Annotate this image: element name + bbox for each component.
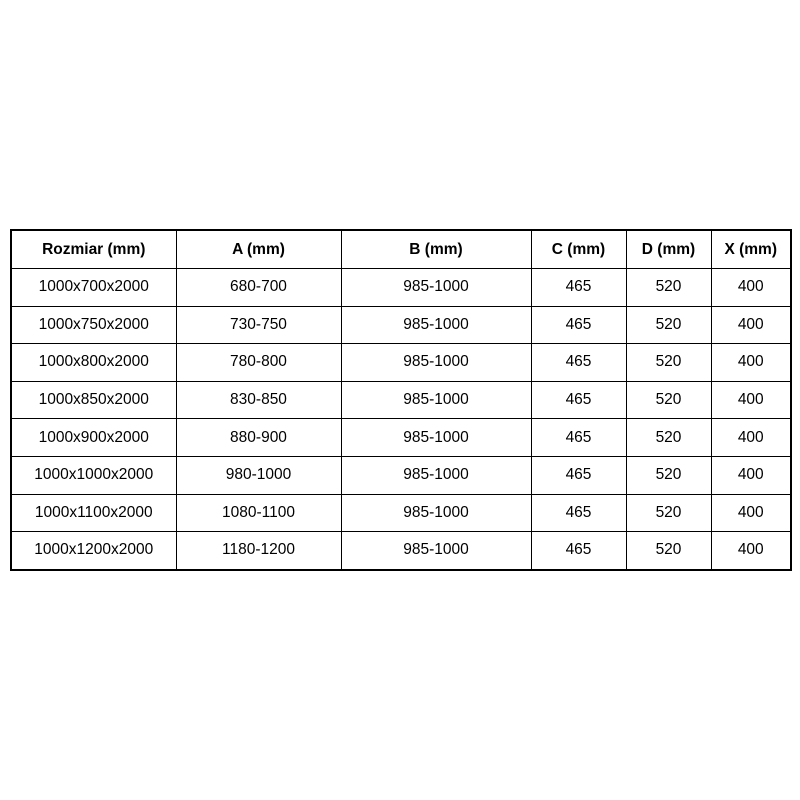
table-cell: 400	[710, 380, 792, 420]
table-cell: 400	[710, 305, 792, 345]
table-cell: 520	[625, 343, 712, 382]
column-header: X (mm)	[710, 229, 792, 269]
table-cell: 985-1000	[340, 268, 532, 307]
table-cell: 780-800	[175, 343, 342, 382]
table-cell: 985-1000	[340, 493, 532, 533]
dimensions-table-container: Rozmiar (mm) A (mm) B (mm) C (mm) D (mm) X (m…	[10, 229, 792, 571]
dimensions-table: Rozmiar (mm) A (mm) B (mm) C (mm) D (mm) X (m…	[10, 229, 792, 571]
table-cell: 680-700	[175, 268, 342, 307]
table-cell: 400	[710, 493, 792, 533]
table-cell: 985-1000	[340, 418, 532, 457]
table-row: 1000x1100x2000 1080-1100 985-1000 465 520 400	[10, 493, 792, 533]
table-cell: 400	[710, 343, 792, 382]
table-row: 1000x700x2000 680-700 985-1000 465 520 400	[10, 268, 792, 307]
table-cell: 465	[530, 268, 627, 307]
table-header: Rozmiar (mm) A (mm) B (mm) C (mm) D (mm) X (m…	[10, 229, 792, 269]
table-cell: 520	[625, 305, 712, 345]
table-cell: 880-900	[175, 418, 342, 457]
table-cell: 980-1000	[175, 455, 342, 495]
table-cell: 465	[530, 418, 627, 457]
table-cell: 1000x850x2000	[10, 380, 177, 420]
table-cell: 985-1000	[340, 305, 532, 345]
table-cell: 985-1000	[340, 343, 532, 382]
table-cell: 1000x900x2000	[10, 418, 177, 457]
table-row: 1000x750x2000 730-750 985-1000 465 520 400	[10, 305, 792, 345]
table-header-row: Rozmiar (mm) A (mm) B (mm) C (mm) D (mm) X (m…	[10, 229, 792, 269]
table-cell: 1000x1000x2000	[10, 455, 177, 495]
table-cell: 1180-1200	[175, 531, 342, 571]
table-cell: 520	[625, 418, 712, 457]
table-body: 1000x700x2000 680-700 985-1000 465 520 400 100…	[10, 268, 792, 571]
table-cell: 985-1000	[340, 380, 532, 420]
table-cell: 1000x1100x2000	[10, 493, 177, 533]
table-row: 1000x900x2000 880-900 985-1000 465 520 400	[10, 418, 792, 457]
table-cell: 985-1000	[340, 455, 532, 495]
table-cell: 730-750	[175, 305, 342, 345]
column-header: B (mm)	[340, 229, 532, 269]
column-header: A (mm)	[175, 229, 342, 269]
column-header: D (mm)	[625, 229, 712, 269]
table-cell: 1000x700x2000	[10, 268, 177, 307]
table-cell: 400	[710, 531, 792, 571]
table-cell: 520	[625, 531, 712, 571]
table-cell: 520	[625, 268, 712, 307]
table-cell: 1000x1200x2000	[10, 531, 177, 571]
table-cell: 465	[530, 305, 627, 345]
table-cell: 520	[625, 493, 712, 533]
table-cell: 985-1000	[340, 531, 532, 571]
table-cell: 1000x800x2000	[10, 343, 177, 382]
table-cell: 465	[530, 455, 627, 495]
table-cell: 1080-1100	[175, 493, 342, 533]
table-row: 1000x800x2000 780-800 985-1000 465 520 400	[10, 343, 792, 382]
table-row: 1000x1000x2000 980-1000 985-1000 465 520 400	[10, 455, 792, 495]
table-cell: 400	[710, 418, 792, 457]
table-cell: 465	[530, 493, 627, 533]
table-cell: 465	[530, 343, 627, 382]
table-cell: 400	[710, 268, 792, 307]
table-cell: 520	[625, 455, 712, 495]
table-cell: 400	[710, 455, 792, 495]
table-cell: 520	[625, 380, 712, 420]
table-row: 1000x850x2000 830-850 985-1000 465 520 400	[10, 380, 792, 420]
column-header: C (mm)	[530, 229, 627, 269]
table-cell: 830-850	[175, 380, 342, 420]
table-cell: 465	[530, 531, 627, 571]
table-cell: 465	[530, 380, 627, 420]
table-cell: 1000x750x2000	[10, 305, 177, 345]
table-row: 1000x1200x2000 1180-1200 985-1000 465 520 400	[10, 531, 792, 571]
column-header: Rozmiar (mm)	[10, 229, 177, 269]
